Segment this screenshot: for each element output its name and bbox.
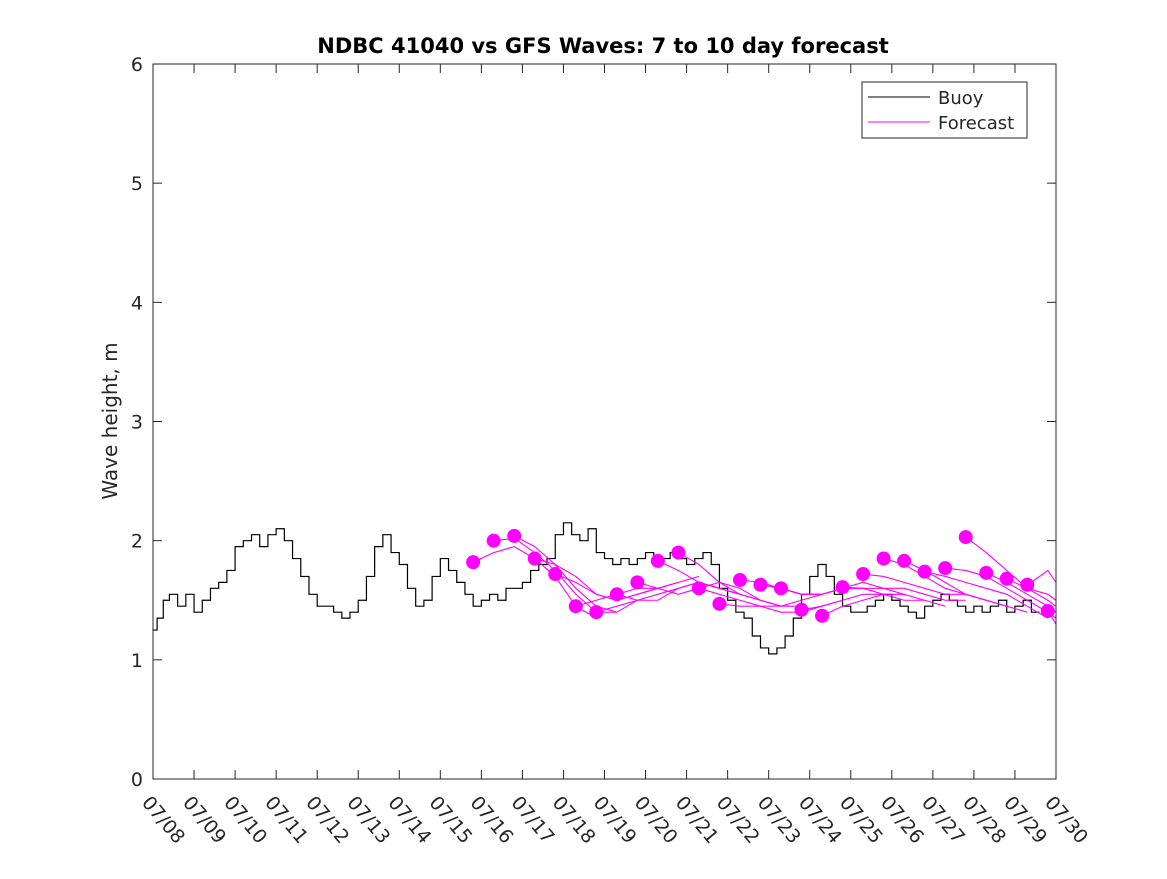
- x-tick-label-22: 07/30: [1040, 792, 1092, 848]
- legend-box: [861, 81, 1028, 139]
- x-tick-label-14: 07/22: [712, 792, 764, 848]
- forecast-series-line-17: [821, 593, 946, 617]
- forecast-start-point-16: [794, 602, 809, 617]
- x-tick-label-15: 07/23: [753, 792, 805, 848]
- y-tick-label-2: 2: [131, 531, 143, 553]
- legend-forecast-label: Forecast: [938, 113, 1014, 134]
- x-tick-label-2: 07/10: [219, 792, 271, 848]
- forecast-start-point-19: [856, 567, 871, 582]
- x-tick-label-4: 07/12: [301, 792, 353, 848]
- forecast-start-point-22: [917, 564, 932, 579]
- x-tick-label-10: 07/18: [548, 792, 600, 848]
- x-tick-label-3: 07/11: [260, 792, 312, 848]
- forecast-series-line-16: [801, 593, 925, 611]
- forecast-start-point-4: [548, 567, 563, 582]
- x-tick-label-8: 07/16: [466, 792, 518, 848]
- forecast-start-point-21: [897, 553, 912, 568]
- x-tick-label-16: 07/24: [794, 792, 846, 848]
- x-tick-label-9: 07/17: [507, 792, 559, 848]
- y-axis-label: Wave height, m: [98, 342, 122, 499]
- forecast-start-point-6: [589, 605, 604, 620]
- forecast-start-point-27: [1020, 577, 1035, 592]
- forecast-start-point-5: [568, 599, 583, 614]
- forecast-start-point-15: [773, 581, 788, 596]
- forecast-series-line-27: [1026, 569, 1057, 586]
- axis-ticks: 012345607/0807/0907/1007/1107/1207/1307/…: [131, 54, 1092, 848]
- forecast-start-point-2: [507, 528, 522, 543]
- forecast-start-point-26: [999, 571, 1014, 586]
- x-tick-label-12: 07/20: [630, 792, 682, 848]
- x-tick-label-1: 07/09: [178, 792, 230, 848]
- forecast-start-point-18: [835, 580, 850, 595]
- forecast-start-point-10: [671, 545, 686, 560]
- x-tick-label-21: 07/29: [999, 792, 1051, 848]
- x-tick-label-18: 07/26: [876, 792, 928, 848]
- forecast-start-point-11: [691, 581, 706, 596]
- forecast-start-point-25: [979, 565, 994, 580]
- forecast-start-point-17: [815, 608, 830, 623]
- x-tick-label-5: 07/13: [342, 792, 394, 848]
- forecast-start-point-13: [732, 572, 747, 587]
- legend: Buoy Forecast: [861, 81, 1028, 139]
- x-tick-label-17: 07/25: [835, 792, 887, 848]
- axes-frame: [152, 63, 1057, 780]
- forecast-start-point-28: [1040, 603, 1055, 618]
- x-tick-label-13: 07/21: [671, 792, 723, 848]
- y-tick-label-0: 0: [131, 769, 143, 791]
- forecast-start-point-20: [876, 551, 891, 566]
- x-tick-label-0: 07/08: [137, 792, 189, 848]
- buoy-series-line: [153, 522, 1040, 655]
- forecast-start-point-9: [650, 553, 665, 568]
- chart-title: NDBC 41040 vs GFS Waves: 7 to 10 day for…: [317, 34, 888, 58]
- forecast-start-point-0: [466, 555, 481, 570]
- y-tick-label-1: 1: [131, 650, 143, 672]
- forecast-start-point-3: [527, 551, 542, 566]
- y-tick-label-3: 3: [131, 412, 143, 434]
- forecast-start-point-23: [938, 561, 953, 576]
- forecast-series-line-18: [842, 586, 966, 601]
- forecast-start-point-7: [609, 587, 624, 602]
- legend-buoy-label: Buoy: [938, 88, 984, 109]
- y-tick-label-6: 6: [131, 54, 143, 76]
- x-tick-label-6: 07/14: [383, 792, 435, 848]
- forecast-series-line-24: [965, 536, 1057, 607]
- x-tick-label-7: 07/15: [424, 792, 476, 848]
- x-tick-label-19: 07/27: [917, 792, 969, 848]
- forecast-series-line-26: [1006, 578, 1057, 601]
- forecast-series-line-22: [924, 571, 1049, 619]
- x-tick-label-11: 07/19: [589, 792, 641, 848]
- forecast-start-point-14: [753, 577, 768, 592]
- forecast-start-point-8: [630, 575, 645, 590]
- y-tick-label-4: 4: [131, 292, 143, 314]
- y-tick-label-5: 5: [131, 173, 143, 195]
- forecast-series-line-2: [513, 535, 638, 613]
- forecast-start-point-24: [958, 530, 973, 545]
- forecast-start-point-12: [712, 596, 727, 611]
- plot-area: [153, 522, 1057, 655]
- forecast-start-point-1: [486, 533, 501, 548]
- x-tick-label-20: 07/28: [958, 792, 1010, 848]
